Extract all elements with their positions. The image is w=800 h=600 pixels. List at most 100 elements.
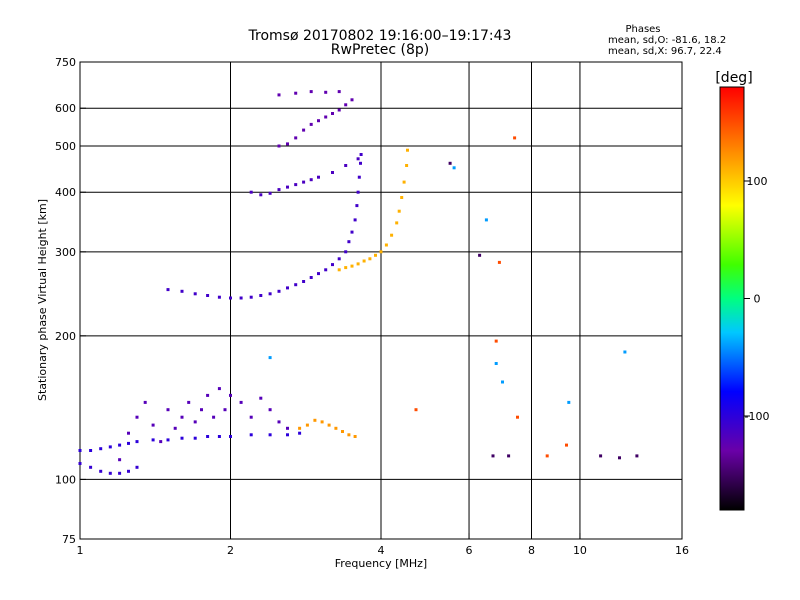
data-point [127,441,130,445]
data-points [78,90,639,475]
y-axis-label: Stationary phase Virtual Height [km] [36,199,49,401]
data-point [286,142,289,146]
x-tick-label: 10 [573,544,587,557]
y-tick-label: 500 [55,140,76,153]
data-point [151,423,155,427]
phases-o-stats: mean, sd,O: -81.6, 18.2 [608,35,726,46]
data-point [331,171,334,174]
data-point [159,440,163,444]
data-point [118,443,122,447]
data-point [268,356,272,360]
data-point [362,259,366,263]
data-point [507,454,511,458]
data-point [355,204,359,208]
data-point [180,415,184,419]
y-tick-label: 300 [55,246,76,259]
data-point [99,447,103,451]
data-point [350,230,354,234]
data-point [200,408,203,412]
data-point [317,119,320,123]
data-point [344,103,348,107]
data-point [379,250,383,254]
y-tick-label: 100 [55,473,76,486]
data-point [78,462,82,465]
data-point [135,465,139,469]
data-point [294,183,298,187]
data-point [286,286,289,290]
x-axis-label: Frequency [MHz] [335,557,427,570]
data-point [337,257,341,261]
data-point [545,454,549,458]
data-point [135,440,139,444]
data-point [448,161,452,165]
data-point [344,164,348,167]
data-point [406,148,409,152]
data-point [187,400,191,404]
data-point [249,295,253,299]
data-point [356,157,360,161]
x-tick-label: 8 [528,544,535,557]
data-point [277,188,281,192]
data-point [298,431,302,435]
data-point [635,454,639,458]
y-tick-label: 200 [55,330,76,343]
data-point [151,438,155,442]
data-point [206,294,210,297]
data-point [324,90,328,94]
data-point [359,153,363,156]
data-point [277,93,281,97]
data-point [623,350,627,354]
data-point [277,144,281,148]
data-point [497,260,501,264]
y-tick-label: 750 [55,56,76,69]
data-point [309,122,313,126]
data-point [118,471,122,475]
data-point [357,175,361,179]
data-point [180,436,184,440]
data-point [108,445,112,449]
data-point [249,190,253,194]
x-tick-label: 6 [466,544,473,557]
data-point [567,400,571,404]
colorbar-tick-label: -100 [745,410,770,423]
data-point [331,263,334,267]
data-point [317,175,320,179]
chart-title-line2: RwPretec (8p) [331,42,429,58]
data-point [193,420,197,424]
data-point [309,90,313,94]
data-point [356,262,360,266]
data-point [229,435,232,438]
y-tick-label: 400 [55,186,76,199]
data-point [353,218,357,222]
data-point [405,164,409,167]
data-point [337,268,341,272]
data-point [384,243,388,247]
data-point [249,415,253,419]
data-point [344,266,348,270]
plot-area: 1 2 4 6 8 10 16 75 100 200 300 400 500 600 750 [55,56,689,557]
data-point [127,431,130,435]
data-point [305,423,309,427]
data-point [452,166,456,170]
data-point [223,408,227,412]
data-point [166,288,170,292]
data-point [99,469,103,473]
data-point [309,276,313,279]
colorbar-ticks: 100 0 -100 [744,175,769,423]
data-point [313,418,317,422]
data-point [193,436,197,440]
data-point [317,272,320,276]
data-point [277,420,281,424]
data-point [359,161,362,165]
data-point [78,449,82,452]
data-point [395,221,399,225]
data-point [347,240,351,244]
data-point [302,180,306,184]
data-point [599,454,603,458]
colorbar-tick-label: 100 [747,175,768,188]
data-point [337,90,341,94]
data-point [397,209,401,213]
chart-title-line1: Tromsø 20170802 19:16:00–19:17:43 [248,28,512,44]
data-point [259,193,263,197]
